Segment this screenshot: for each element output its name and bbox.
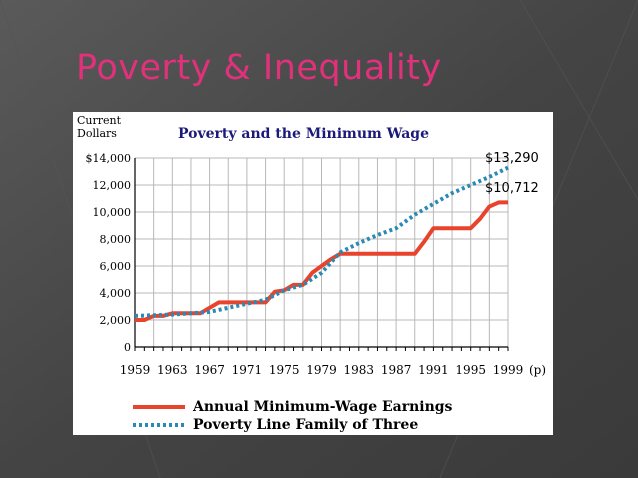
chart-panel: 0 2,000 4,000 6,000 8,000 10,000 12,000 $14,000… — [73, 112, 553, 435]
legend-label-poverty-line: Poverty Line Family of Three — [193, 417, 418, 433]
x-axis-suffix: (p) — [529, 363, 546, 377]
series-end-label-minimum-wage: $10,712 — [485, 181, 539, 196]
x-tick-label: 1959 — [120, 363, 151, 377]
x-tick-label: 1991 — [418, 363, 449, 377]
x-tick-label: 1975 — [269, 363, 300, 377]
y-tick-label: 0 — [124, 341, 131, 354]
y-tick-label: $14,000 — [86, 152, 132, 165]
series-end-label-poverty-line: $13,290 — [485, 151, 539, 166]
chart-series-layer — [134, 165, 509, 322]
x-tick-label: 1971 — [232, 363, 263, 377]
y-tick-label: 2,000 — [100, 314, 132, 327]
y-tick-label: 12,000 — [93, 179, 132, 192]
chart-grid — [134, 157, 509, 348]
chart-legend: Annual Minimum-Wage Earnings Poverty Lin… — [133, 399, 453, 433]
slide-title: Poverty & Inequality — [76, 48, 442, 88]
chart-axes: 0 2,000 4,000 6,000 8,000 10,000 12,000 $14,000… — [86, 152, 524, 377]
x-tick-label: 1983 — [344, 363, 375, 377]
y-tick-label: 4,000 — [100, 287, 132, 300]
y-tick-label: 8,000 — [100, 233, 132, 246]
x-tick-label: 1999 — [493, 363, 524, 377]
series-line-poverty-line — [134, 165, 509, 318]
legend-label-minimum-wage: Annual Minimum-Wage Earnings — [192, 399, 453, 415]
y-axis-label-line1: Current — [77, 114, 122, 127]
y-tick-label: 6,000 — [100, 260, 132, 273]
chart-title: Poverty and the Minimum Wage — [178, 126, 429, 142]
x-tick-label: 1963 — [157, 363, 188, 377]
chart-svg: 0 2,000 4,000 6,000 8,000 10,000 12,000 $14,000… — [77, 114, 546, 433]
x-tick-label: 1987 — [381, 363, 412, 377]
y-tick-label: 10,000 — [93, 206, 132, 219]
x-tick-label: 1967 — [194, 363, 225, 377]
x-tick-label: 1995 — [455, 363, 486, 377]
x-tick-label: 1979 — [306, 363, 337, 377]
y-axis-label-line2: Dollars — [77, 127, 117, 140]
